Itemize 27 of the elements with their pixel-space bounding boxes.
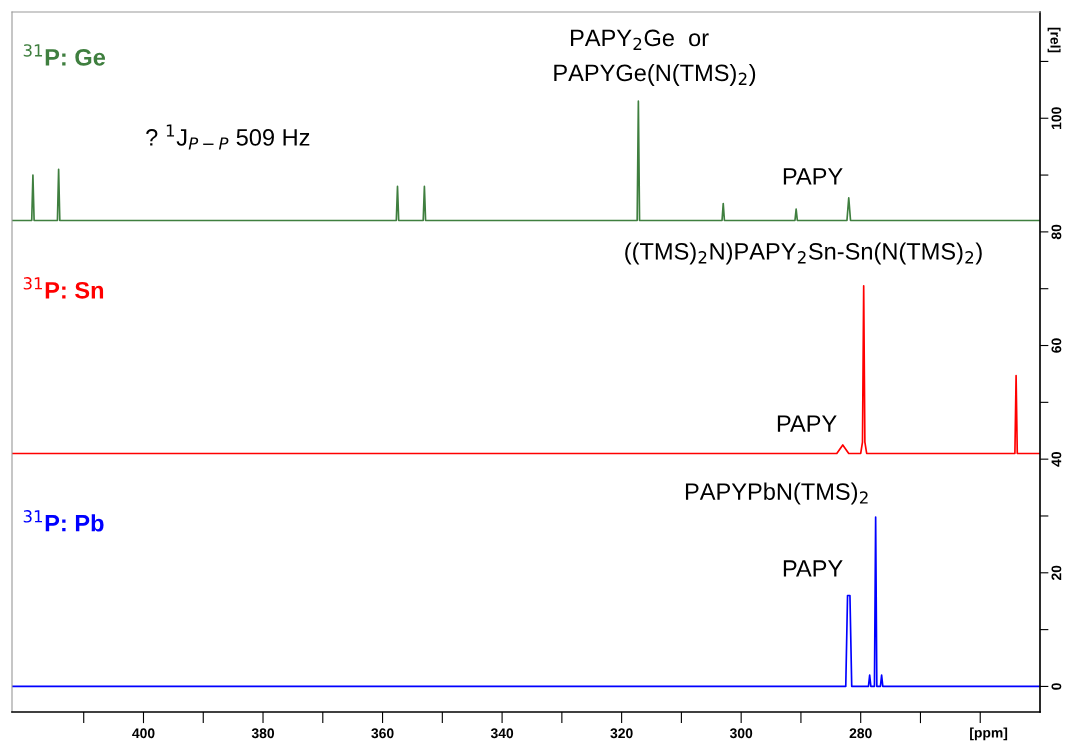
x-tick-label: 340 [490,728,514,739]
line-series [12,100,1040,222]
y-axis-title: [rel] [1047,27,1061,53]
y-tick-label: 80 [1051,224,1062,240]
x-tick-label: 280 [849,728,872,739]
y-tick-label: 20 [1051,565,1062,581]
text: $^{31}$P: Ge [23,44,106,66]
x-axis-title: [ppm] [970,727,1008,741]
text: $^{31}$P: Sn [23,277,104,299]
text: $^{31}$P: Pb [23,510,104,532]
y-tick-label: 0 [1051,683,1062,690]
x-tick-label: 400 [132,728,155,739]
annotation: PAPY [783,560,843,577]
y-tick-label: 100 [1051,107,1062,129]
y-tick-label: 60 [1051,338,1062,353]
x-tick-label: 320 [610,728,633,739]
x-tick-label: 380 [251,728,275,739]
x-tick-label: 360 [371,728,394,739]
annotation: PAPYPbN(TMS)$_{2}$ [685,482,868,505]
annotation: PAPY [777,415,837,432]
annotation: PAPYGe(N(TMS)$_{2}$) [554,63,756,86]
annotation: ? $^{1}$J$_{P−P}$ 509 Hz [146,124,310,150]
annotation: ((TMS)$_{2}$N)PAPY$_{2}$Sn-Sn(N(TMS)$_{2}$) [625,242,982,265]
annotation: PAPY$_{2}$Ge or [571,29,709,50]
annotation: PAPY [783,168,843,185]
x-tick-label: 300 [729,728,753,739]
y-tick-label: 40 [1051,452,1062,467]
